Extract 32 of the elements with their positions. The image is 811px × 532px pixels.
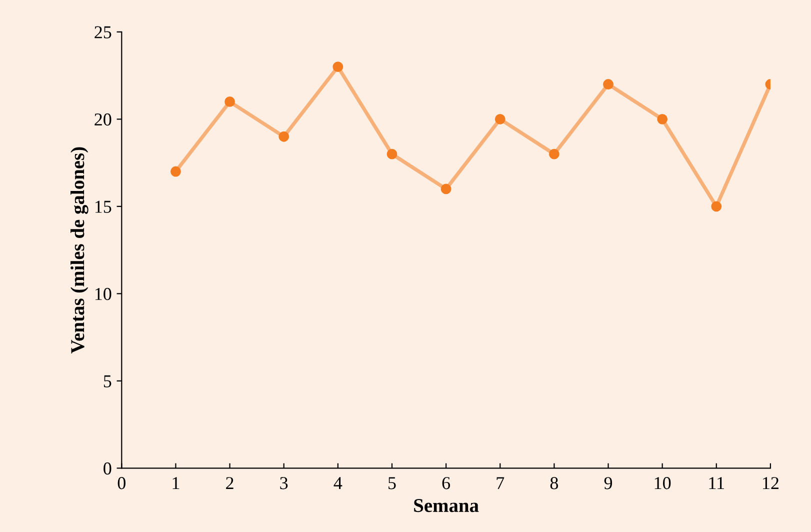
y-tick-label: 25 bbox=[94, 26, 112, 38]
x-tick-label: 12 bbox=[763, 477, 778, 490]
x-tick-label: 8 bbox=[550, 477, 558, 490]
x-tick-label: 11 bbox=[709, 477, 724, 490]
y-tick-label: 10 bbox=[95, 288, 112, 300]
point bbox=[224, 96, 235, 107]
x-tick-label: 0 bbox=[118, 477, 126, 490]
x-tick-label: 2 bbox=[226, 477, 234, 490]
x-tick-label: 4 bbox=[334, 477, 342, 490]
point bbox=[278, 131, 290, 142]
y-tick-label: 0 bbox=[104, 462, 112, 475]
point bbox=[332, 62, 344, 72]
x-axis-title: Semana bbox=[414, 499, 479, 512]
x-tick-label: 9 bbox=[604, 477, 612, 490]
point bbox=[603, 79, 614, 90]
x-tick-label: 10 bbox=[654, 477, 671, 490]
point bbox=[657, 114, 668, 124]
x-tick-label: 5 bbox=[388, 477, 396, 490]
y-tick-label: 20 bbox=[94, 113, 112, 126]
x-tick-label: 3 bbox=[280, 477, 288, 490]
point bbox=[170, 166, 181, 177]
y-tick-label: 15 bbox=[95, 200, 112, 213]
x-tick-label: 1 bbox=[172, 477, 180, 490]
point bbox=[440, 184, 452, 194]
x-tick-label: 6 bbox=[442, 477, 450, 490]
point bbox=[386, 148, 398, 160]
y-tick-label: 5 bbox=[104, 375, 112, 388]
x-tick-label: 7 bbox=[496, 477, 504, 490]
point bbox=[548, 148, 560, 160]
point bbox=[494, 114, 506, 124]
y-axis-title: Ventas (miles de galones) bbox=[70, 147, 88, 354]
point bbox=[711, 201, 722, 212]
